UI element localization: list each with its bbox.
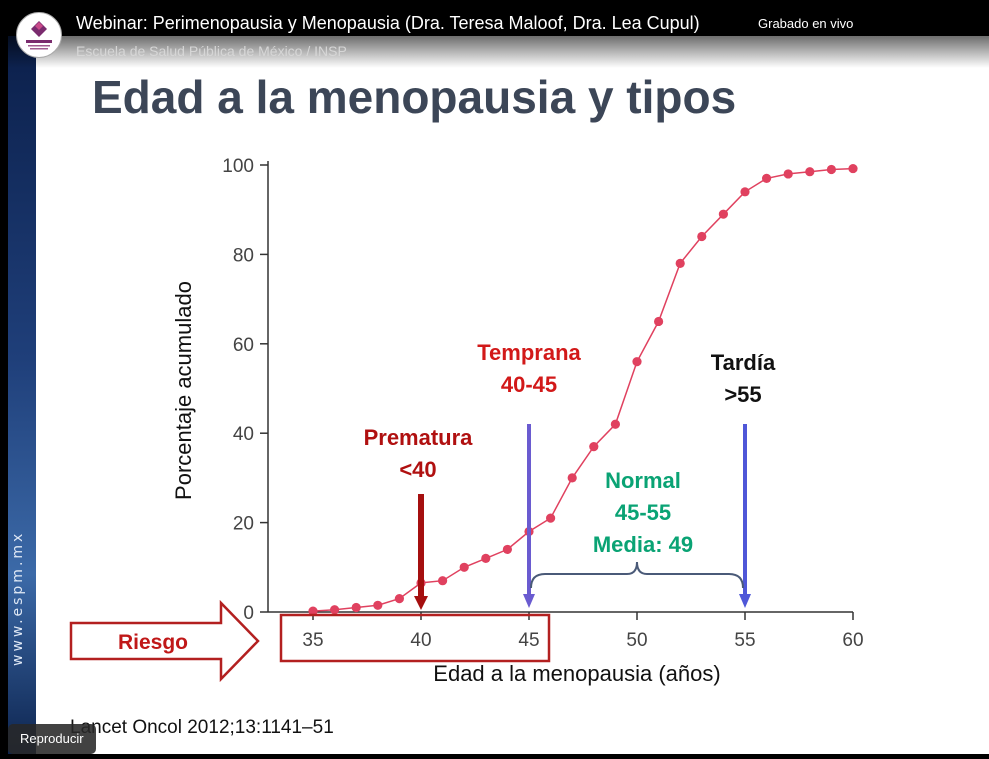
y-tick-label: 0 bbox=[243, 603, 254, 624]
label-tardia-range: >55 bbox=[724, 382, 761, 407]
risk-arrow: Riesgo bbox=[69, 599, 260, 683]
prematura-arrow-head bbox=[414, 596, 428, 610]
risk-label: Riesgo bbox=[118, 631, 188, 654]
chart-marks bbox=[308, 163, 858, 616]
data-point bbox=[718, 209, 729, 219]
y-tick-label: 100 bbox=[222, 156, 254, 177]
tardia-arrow-head bbox=[739, 594, 751, 608]
risk-range-box bbox=[279, 613, 551, 663]
video-title[interactable]: Webinar: Perimenopausia y Menopausia (Dr… bbox=[76, 13, 700, 33]
data-point bbox=[654, 316, 664, 327]
label-prematura: Prematura bbox=[364, 425, 474, 450]
logo-icon bbox=[18, 14, 60, 56]
data-point bbox=[481, 553, 491, 563]
data-point bbox=[394, 593, 404, 604]
data-point bbox=[438, 576, 448, 586]
data-point bbox=[675, 258, 685, 268]
data-point bbox=[783, 169, 793, 179]
chart-axes: 0 20 40 60 80 100 35 40 45 50 55 60 bbox=[222, 156, 863, 651]
x-axis-label: Edad a la menopausia (años) bbox=[433, 661, 720, 686]
website-watermark: www.espm.mx bbox=[10, 530, 26, 666]
slide-title: Edad a la menopausia y tipos bbox=[92, 71, 736, 123]
data-point bbox=[373, 600, 383, 610]
y-tick-label: 20 bbox=[233, 514, 254, 535]
x-tick-label: 45 bbox=[518, 630, 539, 651]
temprana-arrow-head bbox=[523, 594, 535, 608]
y-axis-label: Porcentaje acumulado bbox=[171, 281, 196, 500]
data-point bbox=[610, 419, 621, 429]
y-tick-label: 40 bbox=[233, 424, 254, 445]
series-line bbox=[312, 167, 854, 612]
data-point bbox=[330, 605, 340, 615]
citation: Lancet Oncol 2012;13:1141–51 bbox=[70, 717, 334, 738]
label-prematura-range: <40 bbox=[399, 457, 436, 482]
data-point bbox=[697, 231, 707, 242]
risk-arrow-shape bbox=[69, 599, 260, 683]
label-normal: Normal bbox=[605, 468, 681, 493]
data-point bbox=[632, 357, 642, 367]
label-normal-mean: Media: 49 bbox=[593, 532, 693, 557]
channel-logo[interactable] bbox=[16, 12, 62, 58]
data-point bbox=[848, 163, 858, 174]
data-point bbox=[567, 473, 577, 483]
y-tick-label: 60 bbox=[233, 335, 254, 356]
live-badge: Grabado en vivo bbox=[758, 16, 854, 31]
x-tick-label: 55 bbox=[734, 630, 755, 651]
data-point bbox=[502, 544, 512, 555]
slide-canvas: Edad a la menopausia y tipos 0 20 40 60 80 10… bbox=[69, 71, 864, 738]
data-point bbox=[805, 167, 815, 177]
normal-range-bracket bbox=[530, 561, 744, 589]
y-tick-label: 80 bbox=[233, 245, 254, 266]
slide: www.espm.mx Edad a la menopausia y tipos… bbox=[8, 36, 989, 754]
video-title-bar: Webinar: Perimenopausia y Menopausia (Dr… bbox=[0, 0, 989, 68]
side-strip: www.espm.mx bbox=[8, 36, 36, 754]
data-point bbox=[546, 513, 556, 523]
data-point bbox=[740, 187, 750, 197]
data-point bbox=[459, 562, 469, 572]
label-temprana: Temprana bbox=[477, 340, 581, 365]
data-point bbox=[589, 442, 599, 452]
channel-name[interactable]: Escuela de Salud Pública de México / INS… bbox=[76, 43, 347, 59]
x-tick-label: 40 bbox=[410, 630, 431, 651]
label-temprana-range: 40-45 bbox=[501, 372, 557, 397]
x-tick-label: 60 bbox=[842, 630, 863, 651]
x-tick-label: 35 bbox=[302, 630, 323, 651]
data-point bbox=[351, 602, 361, 613]
data-point bbox=[308, 606, 318, 616]
x-tick-label: 50 bbox=[626, 630, 647, 651]
label-normal-range: 45-55 bbox=[615, 500, 671, 525]
data-point bbox=[762, 173, 772, 184]
data-point bbox=[826, 164, 837, 175]
label-tardia: Tardía bbox=[711, 350, 776, 375]
play-button[interactable]: Reproducir bbox=[8, 724, 96, 754]
